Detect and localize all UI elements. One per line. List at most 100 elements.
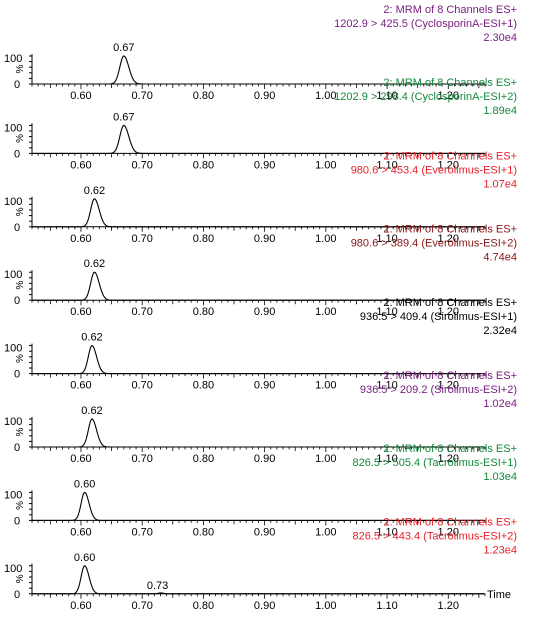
y-label-0: 0 <box>14 589 20 601</box>
x-tick-label: 0.60 <box>70 380 91 392</box>
channel-header-line: 1.02e4 <box>483 398 517 410</box>
x-tick-label: 0.80 <box>193 453 214 465</box>
x-tick-label: 0.80 <box>193 306 214 318</box>
x-tick-label: 1.00 <box>315 233 336 245</box>
channel-header-line: 936.5 > 409.4 (Sirolimus-ESI+1) <box>360 311 517 323</box>
chromatogram-trace <box>32 198 485 228</box>
x-tick-label: 1.00 <box>315 306 336 318</box>
channel-header-line: 2: MRM of 8 Channels ES+ <box>383 443 517 455</box>
y-label-percent: % <box>15 427 26 436</box>
channel-header-line: 2: MRM of 8 Channels ES+ <box>383 77 517 89</box>
channel-header-line: 1.03e4 <box>483 471 517 483</box>
x-tick-label: 1.10 <box>376 159 397 171</box>
x-tick-label: 1.10 <box>376 453 397 465</box>
x-tick-label: 0.60 <box>70 526 91 538</box>
y-label-100: 100 <box>4 416 22 428</box>
x-tick-label: 1.10 <box>376 90 397 102</box>
x-tick-label: 1.20 <box>438 159 459 171</box>
y-label-0: 0 <box>14 295 20 307</box>
chromatogram-trace <box>32 345 485 375</box>
y-label-percent: % <box>15 501 26 510</box>
x-tick-label: 1.20 <box>438 526 459 538</box>
x-tick-label: 0.70 <box>131 453 152 465</box>
y-label-0: 0 <box>14 369 20 381</box>
x-tick-label: 0.60 <box>70 306 91 318</box>
channel-header-line: 936.5 > 209.2 (Sirolimus-ESI+2) <box>360 384 517 396</box>
channel-header-line: 1202.9 > 425.5 (CyclosporinA-ESI+1) <box>334 18 517 30</box>
x-tick-label: 1.00 <box>315 453 336 465</box>
x-tick-label: 0.80 <box>193 90 214 102</box>
y-label-percent: % <box>15 574 26 583</box>
x-tick-label: 0.70 <box>131 600 152 612</box>
peak-rt-label: 0.62 <box>84 258 105 270</box>
x-tick-label: 0.70 <box>131 380 152 392</box>
x-tick-label: 1.20 <box>438 306 459 318</box>
x-tick-label: 1.20 <box>438 380 459 392</box>
x-tick-label: 0.60 <box>70 600 91 612</box>
x-tick-label: 1.10 <box>376 600 397 612</box>
y-label-percent: % <box>15 64 26 73</box>
y-label-100: 100 <box>4 489 22 501</box>
peak-rt-label: 0.67 <box>113 42 134 54</box>
y-label-100: 100 <box>4 53 22 65</box>
y-label-100: 100 <box>4 196 22 208</box>
y-label-percent: % <box>15 281 26 290</box>
channel-header-line: 2: MRM of 8 Channels ES+ <box>383 224 517 236</box>
x-tick-label: 1.00 <box>315 600 336 612</box>
x-tick-label: 0.90 <box>254 526 275 538</box>
chromatogram-trace <box>32 491 485 521</box>
peak-rt-label: 0.62 <box>84 185 105 197</box>
y-label-0: 0 <box>14 515 20 527</box>
x-tick-label: 1.00 <box>315 159 336 171</box>
peak-rt-label: 0.60 <box>74 552 95 564</box>
x-tick-label: 0.80 <box>193 600 214 612</box>
channel-header-line: 980.6 > 453.4 (Everolimus-ESI+1) <box>351 164 517 176</box>
x-tick-label: 1.10 <box>376 380 397 392</box>
channel-header-line: 980.6 > 389.4 (Everolimus-ESI+2) <box>351 238 517 250</box>
x-tick-label: 0.80 <box>193 380 214 392</box>
x-tick-label: 1.10 <box>376 526 397 538</box>
y-label-0: 0 <box>14 222 20 234</box>
y-label-percent: % <box>15 134 26 143</box>
x-tick-label: 1.10 <box>376 233 397 245</box>
x-tick-label: 1.20 <box>438 600 459 612</box>
x-tick-label: 0.70 <box>131 90 152 102</box>
x-tick-label: 0.90 <box>254 600 275 612</box>
y-label-percent: % <box>15 354 26 363</box>
x-tick-label: 0.80 <box>193 526 214 538</box>
x-tick-label: 0.80 <box>193 233 214 245</box>
channel-header-line: 2: MRM of 8 Channels ES+ <box>383 297 517 309</box>
x-axis-label: Time <box>487 589 511 601</box>
channel-header-line: 826.5 > 443.4 (Tacrolimus-ESI+2) <box>353 530 517 542</box>
x-tick-label: 0.60 <box>70 159 91 171</box>
secondary-peak-label: 0.73 <box>147 580 168 592</box>
y-label-0: 0 <box>14 79 20 91</box>
peak-rt-label: 0.60 <box>74 478 95 490</box>
chromatogram-trace <box>32 271 485 301</box>
channel-header-line: 4.74e4 <box>483 252 517 264</box>
channel-header-line: 2: MRM of 8 Channels ES+ <box>383 370 517 382</box>
y-label-100: 100 <box>4 122 22 134</box>
x-tick-label: 1.00 <box>315 526 336 538</box>
chromatogram-trace <box>32 418 485 448</box>
y-label-100: 100 <box>4 563 22 575</box>
y-label-0: 0 <box>14 148 20 160</box>
chromatogram-trace <box>32 55 485 85</box>
channel-header-line: 826.5 > 505.4 (Tacrolimus-ESI+1) <box>353 457 517 469</box>
x-tick-label: 0.70 <box>131 159 152 171</box>
x-tick-label: 0.70 <box>131 233 152 245</box>
x-tick-label: 1.00 <box>315 380 336 392</box>
channel-header-line: 1.23e4 <box>483 544 517 556</box>
x-tick-label: 1.20 <box>438 90 459 102</box>
chromatogram-trace <box>32 124 485 154</box>
channel-header-line: 2.32e4 <box>483 325 517 337</box>
x-tick-label: 0.90 <box>254 90 275 102</box>
x-tick-label: 1.20 <box>438 233 459 245</box>
x-tick-label: 0.60 <box>70 90 91 102</box>
channel-header-line: 1.89e4 <box>483 105 517 117</box>
channel-header-line: 1.07e4 <box>483 178 517 190</box>
x-tick-label: 0.80 <box>193 159 214 171</box>
x-tick-label: 0.90 <box>254 233 275 245</box>
